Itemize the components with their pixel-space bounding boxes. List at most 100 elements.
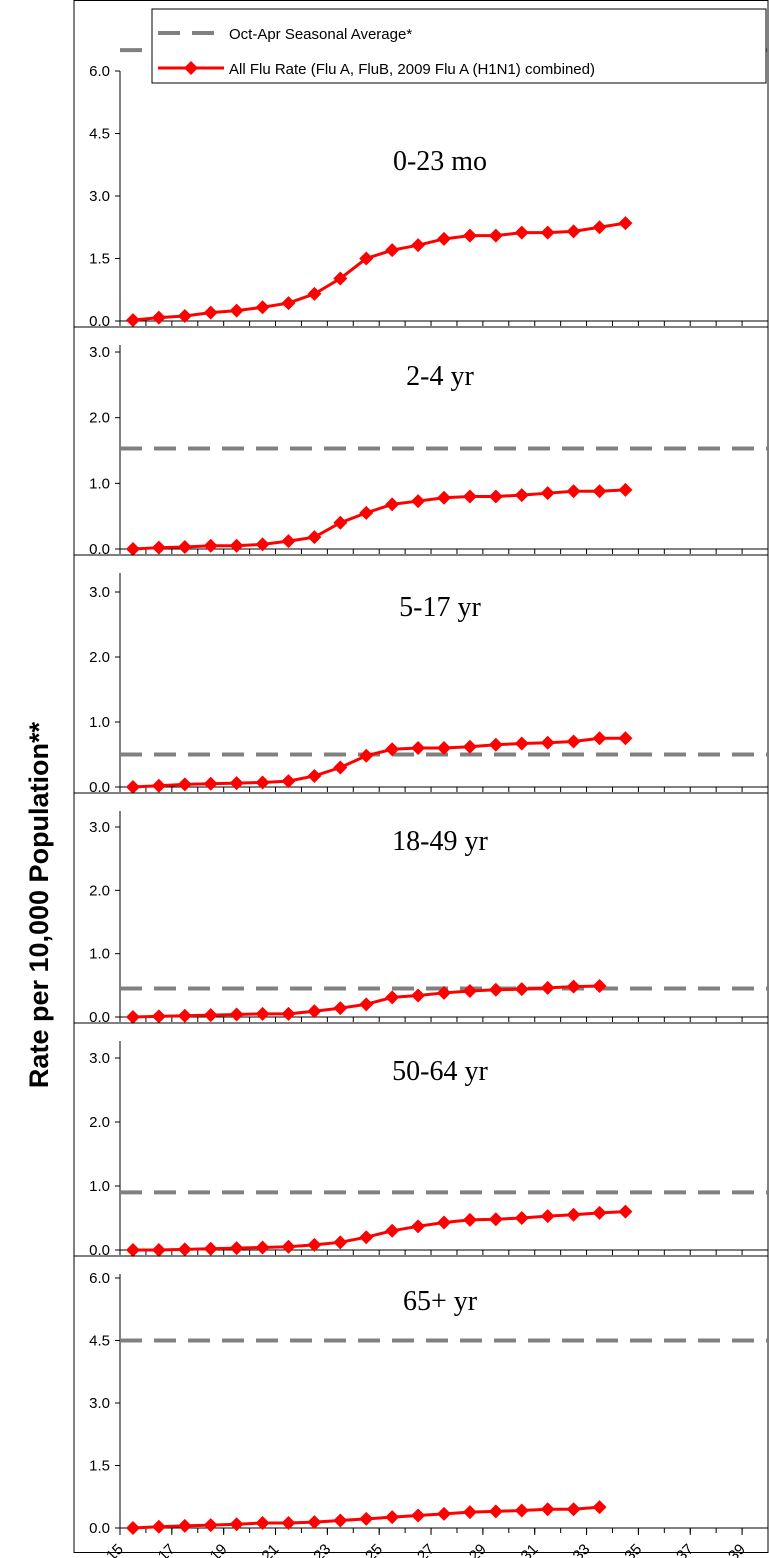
data-point: [333, 1513, 348, 1528]
data-point: [359, 251, 374, 266]
data-point: [437, 1506, 451, 1521]
data-point: [437, 231, 451, 246]
data-point: [411, 988, 426, 1003]
data-point: [229, 1241, 244, 1256]
data-point: [514, 488, 529, 503]
y-tick-label: 1.0: [89, 1178, 110, 1195]
data-point: [151, 1009, 166, 1024]
data-point: [125, 780, 140, 794]
data-point: [255, 775, 270, 790]
flu-rate-line: [132, 488, 626, 551]
data-point: [437, 1215, 451, 1230]
data-point: [462, 1505, 477, 1520]
data-point: [203, 305, 218, 320]
x-tick-label: 37: [673, 1541, 697, 1558]
data-point: [359, 997, 374, 1012]
data-point: [618, 1204, 633, 1219]
data-point: [385, 990, 400, 1005]
data-point: [333, 1001, 348, 1016]
data-point: [281, 1239, 296, 1254]
x-tick-label: 23: [310, 1541, 334, 1558]
data-point: [592, 220, 607, 235]
data-point: [151, 540, 166, 555]
data-point: [177, 777, 192, 792]
data-point: [125, 1521, 140, 1535]
data-point: [488, 1212, 503, 1227]
data-point: [437, 490, 451, 505]
data-point: [437, 741, 451, 755]
x-tick-label: 39: [725, 1541, 749, 1558]
y-tick-label: 1.5: [89, 1458, 110, 1475]
data-point: [177, 540, 192, 555]
data-point: [307, 768, 322, 783]
data-point: [229, 538, 244, 553]
panel-title: 5-17 yr: [399, 592, 481, 623]
x-axis: 15 17 19 21 23 25 27 29 31 33 35 37 39: [103, 1528, 749, 1558]
data-point: [151, 778, 166, 793]
data-point: [307, 1515, 322, 1530]
legend-seasonal-label: Oct-Apr Seasonal Average*: [229, 26, 412, 43]
x-tick-label: 27: [414, 1541, 438, 1558]
x-tick-label: 17: [155, 1541, 179, 1558]
data-point: [229, 1517, 244, 1532]
legend-box: [151, 8, 767, 84]
data-point: [125, 1010, 140, 1024]
panel-0-23 mo: 0.0 1.5 3.0 4.5 6.0 0-23 mo: [89, 48, 769, 330]
data-point: [177, 309, 192, 323]
data-point: [333, 760, 348, 775]
data-point: [125, 313, 140, 328]
y-tick-label: 3.0: [89, 188, 110, 205]
data-point: [411, 1508, 426, 1523]
data-point: [385, 1510, 400, 1525]
data-point: [437, 985, 451, 1000]
data-point: [151, 310, 166, 325]
data-point: [255, 1006, 270, 1021]
data-point: [488, 489, 503, 504]
data-point: [566, 1502, 581, 1517]
data-point: [203, 1241, 218, 1256]
data-point: [307, 1004, 322, 1019]
data-point: [592, 1205, 607, 1220]
legend: Oct-Apr Seasonal Average* All Flu Rate (F…: [151, 8, 767, 84]
data-point: [540, 486, 555, 501]
panel-5-17 yr: 0.0 1.0 2.0 3.0 5-17 yr: [74, 554, 769, 796]
y-tick-label: 1.5: [89, 251, 110, 268]
y-tick-label: 6.0: [89, 63, 110, 80]
data-point: [566, 484, 581, 499]
panel-18-49 yr: 0.0 1.0 2.0 3.0 18-49 yr: [74, 792, 769, 1026]
panel-65+ yr: 0.0 1.5 3.0 4.5 6.0 65+ yr: [74, 1255, 769, 1537]
data-point: [411, 494, 426, 509]
data-point: [333, 1235, 348, 1250]
data-point: [333, 515, 348, 530]
data-point: [540, 225, 555, 240]
data-point: [203, 776, 218, 791]
data-point: [307, 530, 322, 545]
data-point: [125, 542, 140, 556]
data-point: [359, 505, 374, 520]
data-point: [540, 980, 555, 995]
panel-title: 50-64 yr: [392, 1056, 488, 1087]
data-point: [203, 1008, 218, 1023]
data-point: [540, 735, 555, 750]
data-point: [151, 1243, 166, 1257]
data-point: [566, 734, 581, 749]
y-tick-label: 3.0: [89, 1395, 110, 1412]
data-point: [125, 1243, 140, 1257]
y-tick-label: 2.0: [89, 882, 110, 899]
data-point: [229, 1007, 244, 1022]
data-point: [618, 482, 633, 497]
data-point: [488, 982, 503, 997]
x-tick-label: 35: [621, 1541, 645, 1558]
data-point: [566, 1207, 581, 1222]
y-tick-label: 3.0: [89, 1050, 110, 1067]
data-point: [255, 537, 270, 552]
x-tick-label: 19: [207, 1541, 231, 1558]
data-point: [462, 489, 477, 504]
data-point: [514, 1211, 529, 1225]
data-point: [385, 1223, 400, 1238]
data-point: [514, 225, 529, 240]
data-point: [592, 1500, 607, 1515]
data-point: [462, 984, 477, 999]
data-point: [514, 1503, 529, 1518]
data-point: [359, 1230, 374, 1245]
